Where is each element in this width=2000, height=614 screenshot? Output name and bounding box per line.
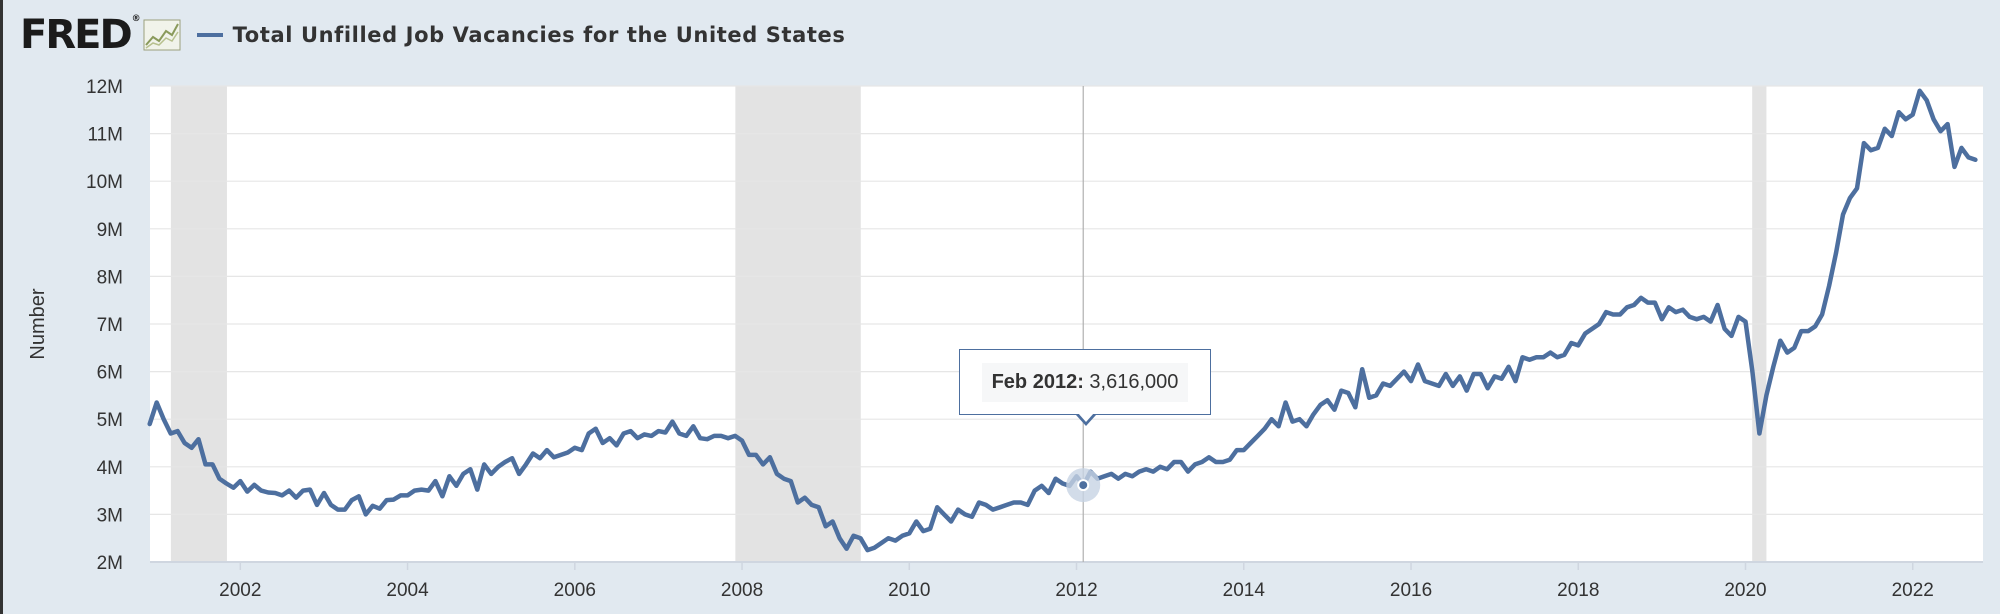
x-tick-label: 2014 bbox=[1223, 580, 1266, 601]
legend-series-label: Total Unfilled Job Vacancies for the Uni… bbox=[232, 23, 846, 47]
x-tick-label: 2004 bbox=[386, 580, 429, 601]
y-tick-label: 7M bbox=[97, 315, 123, 336]
chart-legend[interactable]: Total Unfilled Job Vacancies for the Uni… bbox=[196, 23, 846, 47]
fred-logo[interactable]: FRED® bbox=[20, 12, 141, 58]
y-tick-label: 10M bbox=[86, 172, 123, 193]
x-tick-label: 2008 bbox=[721, 580, 763, 601]
series-line[interactable] bbox=[147, 88, 1978, 553]
y-tick-label: 3M bbox=[97, 505, 123, 526]
y-tick-labels: 2M 3M 4M 5M 6M 7M 8M 9M 10M 11M 12M bbox=[86, 77, 123, 574]
x-tick-label: 2016 bbox=[1390, 580, 1432, 601]
y-tick-label: 8M bbox=[97, 267, 123, 288]
x-ticks bbox=[239, 562, 1914, 570]
x-tick-label: 2022 bbox=[1892, 580, 1934, 601]
y-tick-label: 6M bbox=[97, 363, 123, 384]
y-tick-label: 12M bbox=[86, 77, 123, 98]
legend-swatch bbox=[196, 33, 223, 37]
y-axis-title: Number bbox=[27, 288, 49, 359]
registered-mark: ® bbox=[131, 14, 141, 24]
x-tick-labels: 2002 2004 2006 2008 2010 2012 2014 2016 2018 2020… bbox=[219, 580, 1934, 601]
x-tick-label: 2020 bbox=[1724, 580, 1766, 601]
chart-header: FRED® Total Unfilled Job Vacancies for t… bbox=[20, 12, 846, 58]
tooltip-content: Feb 2012: 3,616,000 bbox=[981, 362, 1189, 402]
y-tick-label: 4M bbox=[97, 458, 123, 479]
window-left-border bbox=[0, 0, 3, 614]
tooltip-date: Feb 2012: bbox=[991, 370, 1084, 393]
x-tick-label: 2012 bbox=[1055, 580, 1097, 601]
tooltip-arrow bbox=[1076, 413, 1096, 426]
y-tick-label: 5M bbox=[97, 410, 123, 431]
x-tick-label: 2002 bbox=[219, 580, 261, 601]
highlight-point[interactable] bbox=[1077, 479, 1090, 492]
x-tick-label: 2010 bbox=[888, 580, 930, 601]
fred-graph-icon bbox=[143, 19, 181, 51]
x-tick-label: 2018 bbox=[1557, 580, 1599, 601]
tooltip-value: 3,616,000 bbox=[1089, 370, 1179, 393]
y-tick-label: 9M bbox=[97, 220, 123, 241]
y-tick-label: 2M bbox=[97, 553, 123, 574]
x-tick-label: 2006 bbox=[554, 580, 596, 601]
y-tick-label: 11M bbox=[87, 125, 123, 146]
tooltip: Feb 2012: 3,616,000 bbox=[959, 349, 1211, 426]
gridlines bbox=[150, 85, 1983, 563]
